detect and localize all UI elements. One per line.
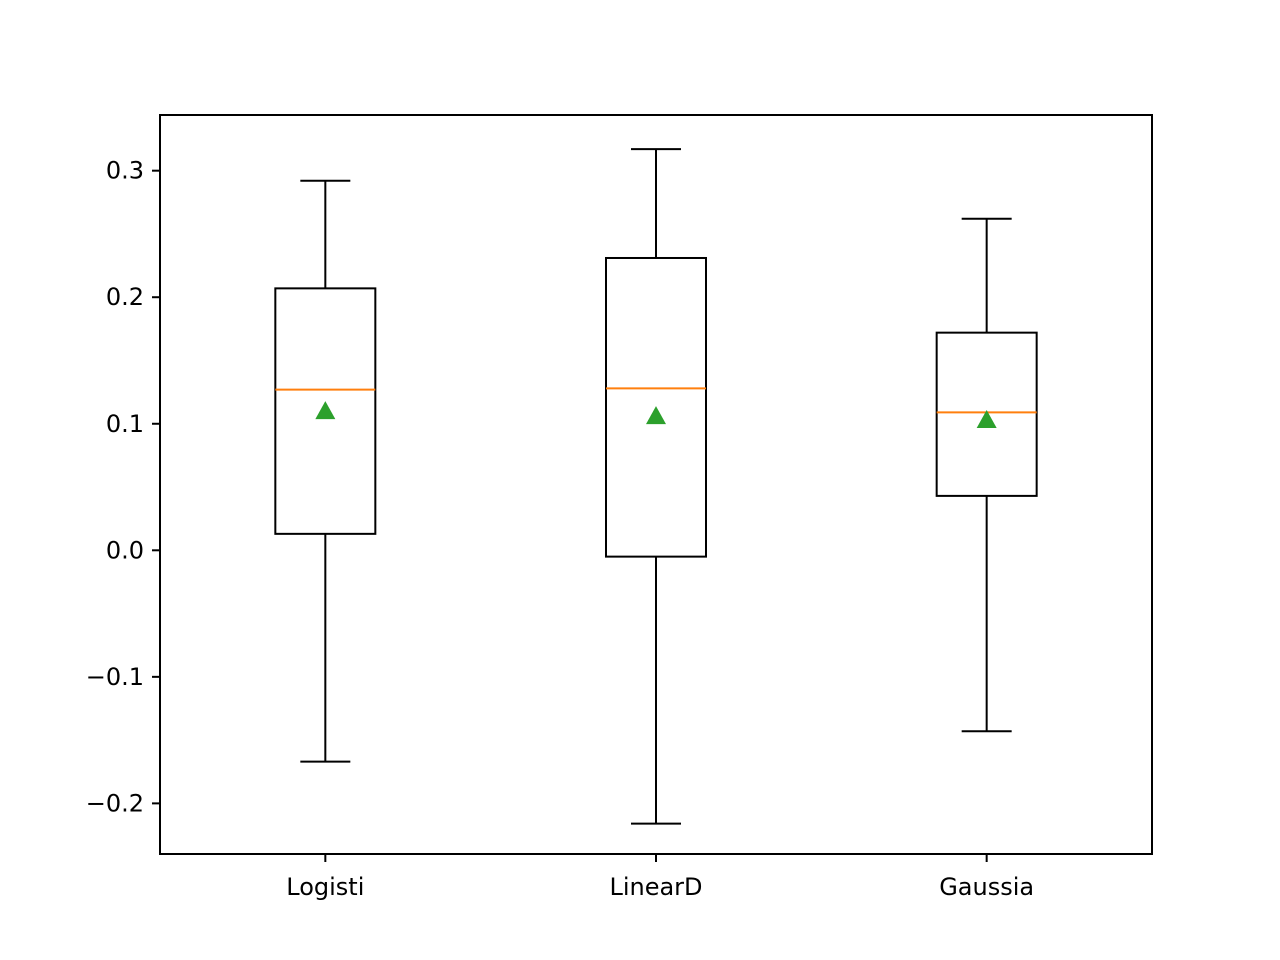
mean-marker xyxy=(646,406,666,425)
y-tick-label: 0.3 xyxy=(106,157,144,185)
mean-marker xyxy=(976,409,997,428)
x-tick-label: Gaussia xyxy=(939,873,1034,901)
x-axis: Logisti LinearD Gaussia xyxy=(286,854,1034,901)
box-gaussia xyxy=(935,217,1038,733)
box-lineard xyxy=(605,148,707,825)
mean-marker xyxy=(315,401,336,420)
interquartile-box xyxy=(605,256,707,558)
box-logisti xyxy=(274,179,377,763)
y-tick-label: 0.0 xyxy=(106,536,144,564)
interquartile-box xyxy=(274,287,377,535)
y-tick-label: 0.2 xyxy=(106,283,144,311)
x-tick-label: Logisti xyxy=(286,873,364,901)
x-tick-label: LinearD xyxy=(609,873,702,901)
y-tick-label: −0.1 xyxy=(86,663,144,691)
y-axis: −0.2 −0.1 0.0 0.1 0.2 0.3 xyxy=(86,157,160,817)
interquartile-box xyxy=(935,331,1038,497)
y-tick-label: −0.2 xyxy=(86,789,144,817)
plot-area xyxy=(274,148,1038,825)
y-tick-label: 0.1 xyxy=(106,410,144,438)
